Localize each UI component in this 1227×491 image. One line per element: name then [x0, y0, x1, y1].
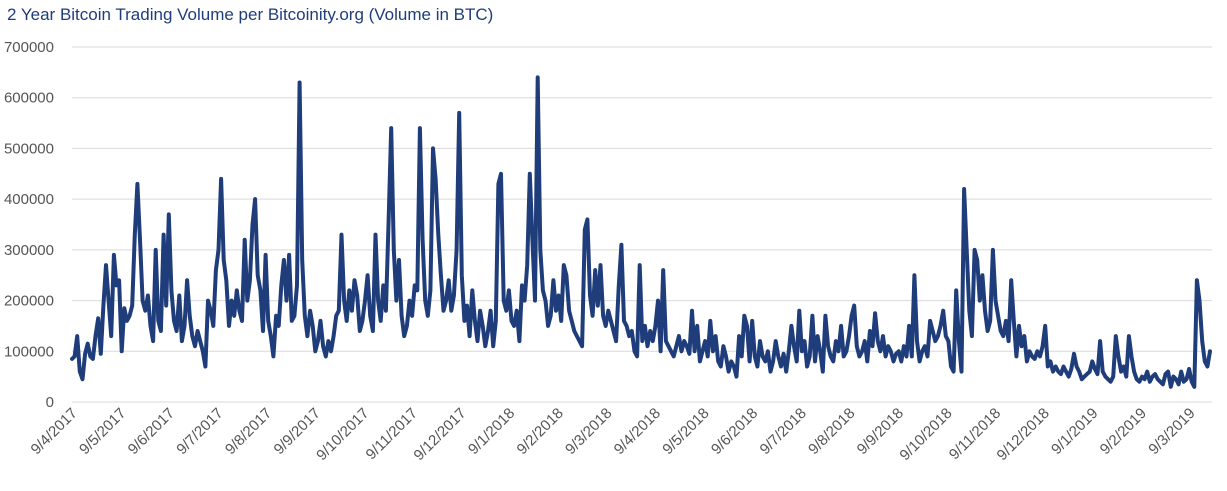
x-tick-label: 9/10/2017: [313, 405, 372, 464]
x-tick-label: 9/5/2017: [76, 405, 129, 458]
x-tick-label: 9/4/2018: [611, 405, 664, 458]
x-tick-label: 9/10/2018: [896, 405, 955, 464]
x-tick-label: 9/1/2018: [465, 405, 518, 458]
y-tick-label: 0: [46, 394, 54, 411]
x-tick-label: 9/4/2017: [28, 405, 81, 458]
x-axis-ticks: 9/4/20179/5/20179/6/20179/7/20179/8/2017…: [28, 405, 1199, 464]
x-tick-label: 9/7/2017: [173, 405, 226, 458]
x-tick-label: 9/7/2018: [757, 405, 810, 458]
y-tick-label: 700000: [4, 39, 54, 56]
series-layer: [70, 75, 1212, 389]
x-tick-label: 9/2/2018: [514, 405, 567, 458]
series-line: [70, 75, 1212, 389]
x-tick-label: 9/8/2017: [222, 405, 275, 458]
y-axis-ticks: 0 100000 200000 300000 400000 500000 600000 700…: [4, 39, 54, 411]
y-tick-label: 500000: [4, 140, 54, 157]
chart-title: 2 Year Bitcoin Trading Volume per Bitcoi…: [7, 5, 494, 24]
y-tick-label: 100000: [4, 343, 54, 360]
x-tick-label: 9/5/2018: [659, 405, 712, 458]
x-tick-label: 9/6/2017: [125, 405, 178, 458]
y-tick-label: 400000: [4, 191, 54, 208]
x-tick-label: 9/12/2018: [994, 405, 1053, 464]
x-tick-label: 9/6/2018: [708, 405, 761, 458]
x-tick-label: 9/1/2019: [1048, 405, 1101, 458]
x-tick-label: 9/8/2018: [805, 405, 858, 458]
y-tick-label: 300000: [4, 242, 54, 259]
x-tick-label: 9/3/2018: [562, 405, 615, 458]
x-tick-label: 9/2/2019: [1097, 405, 1150, 458]
x-tick-label: 9/3/2019: [1145, 405, 1198, 458]
y-tick-label: 600000: [4, 90, 54, 107]
x-tick-label: 9/12/2017: [410, 405, 469, 464]
y-tick-label: 200000: [4, 293, 54, 310]
